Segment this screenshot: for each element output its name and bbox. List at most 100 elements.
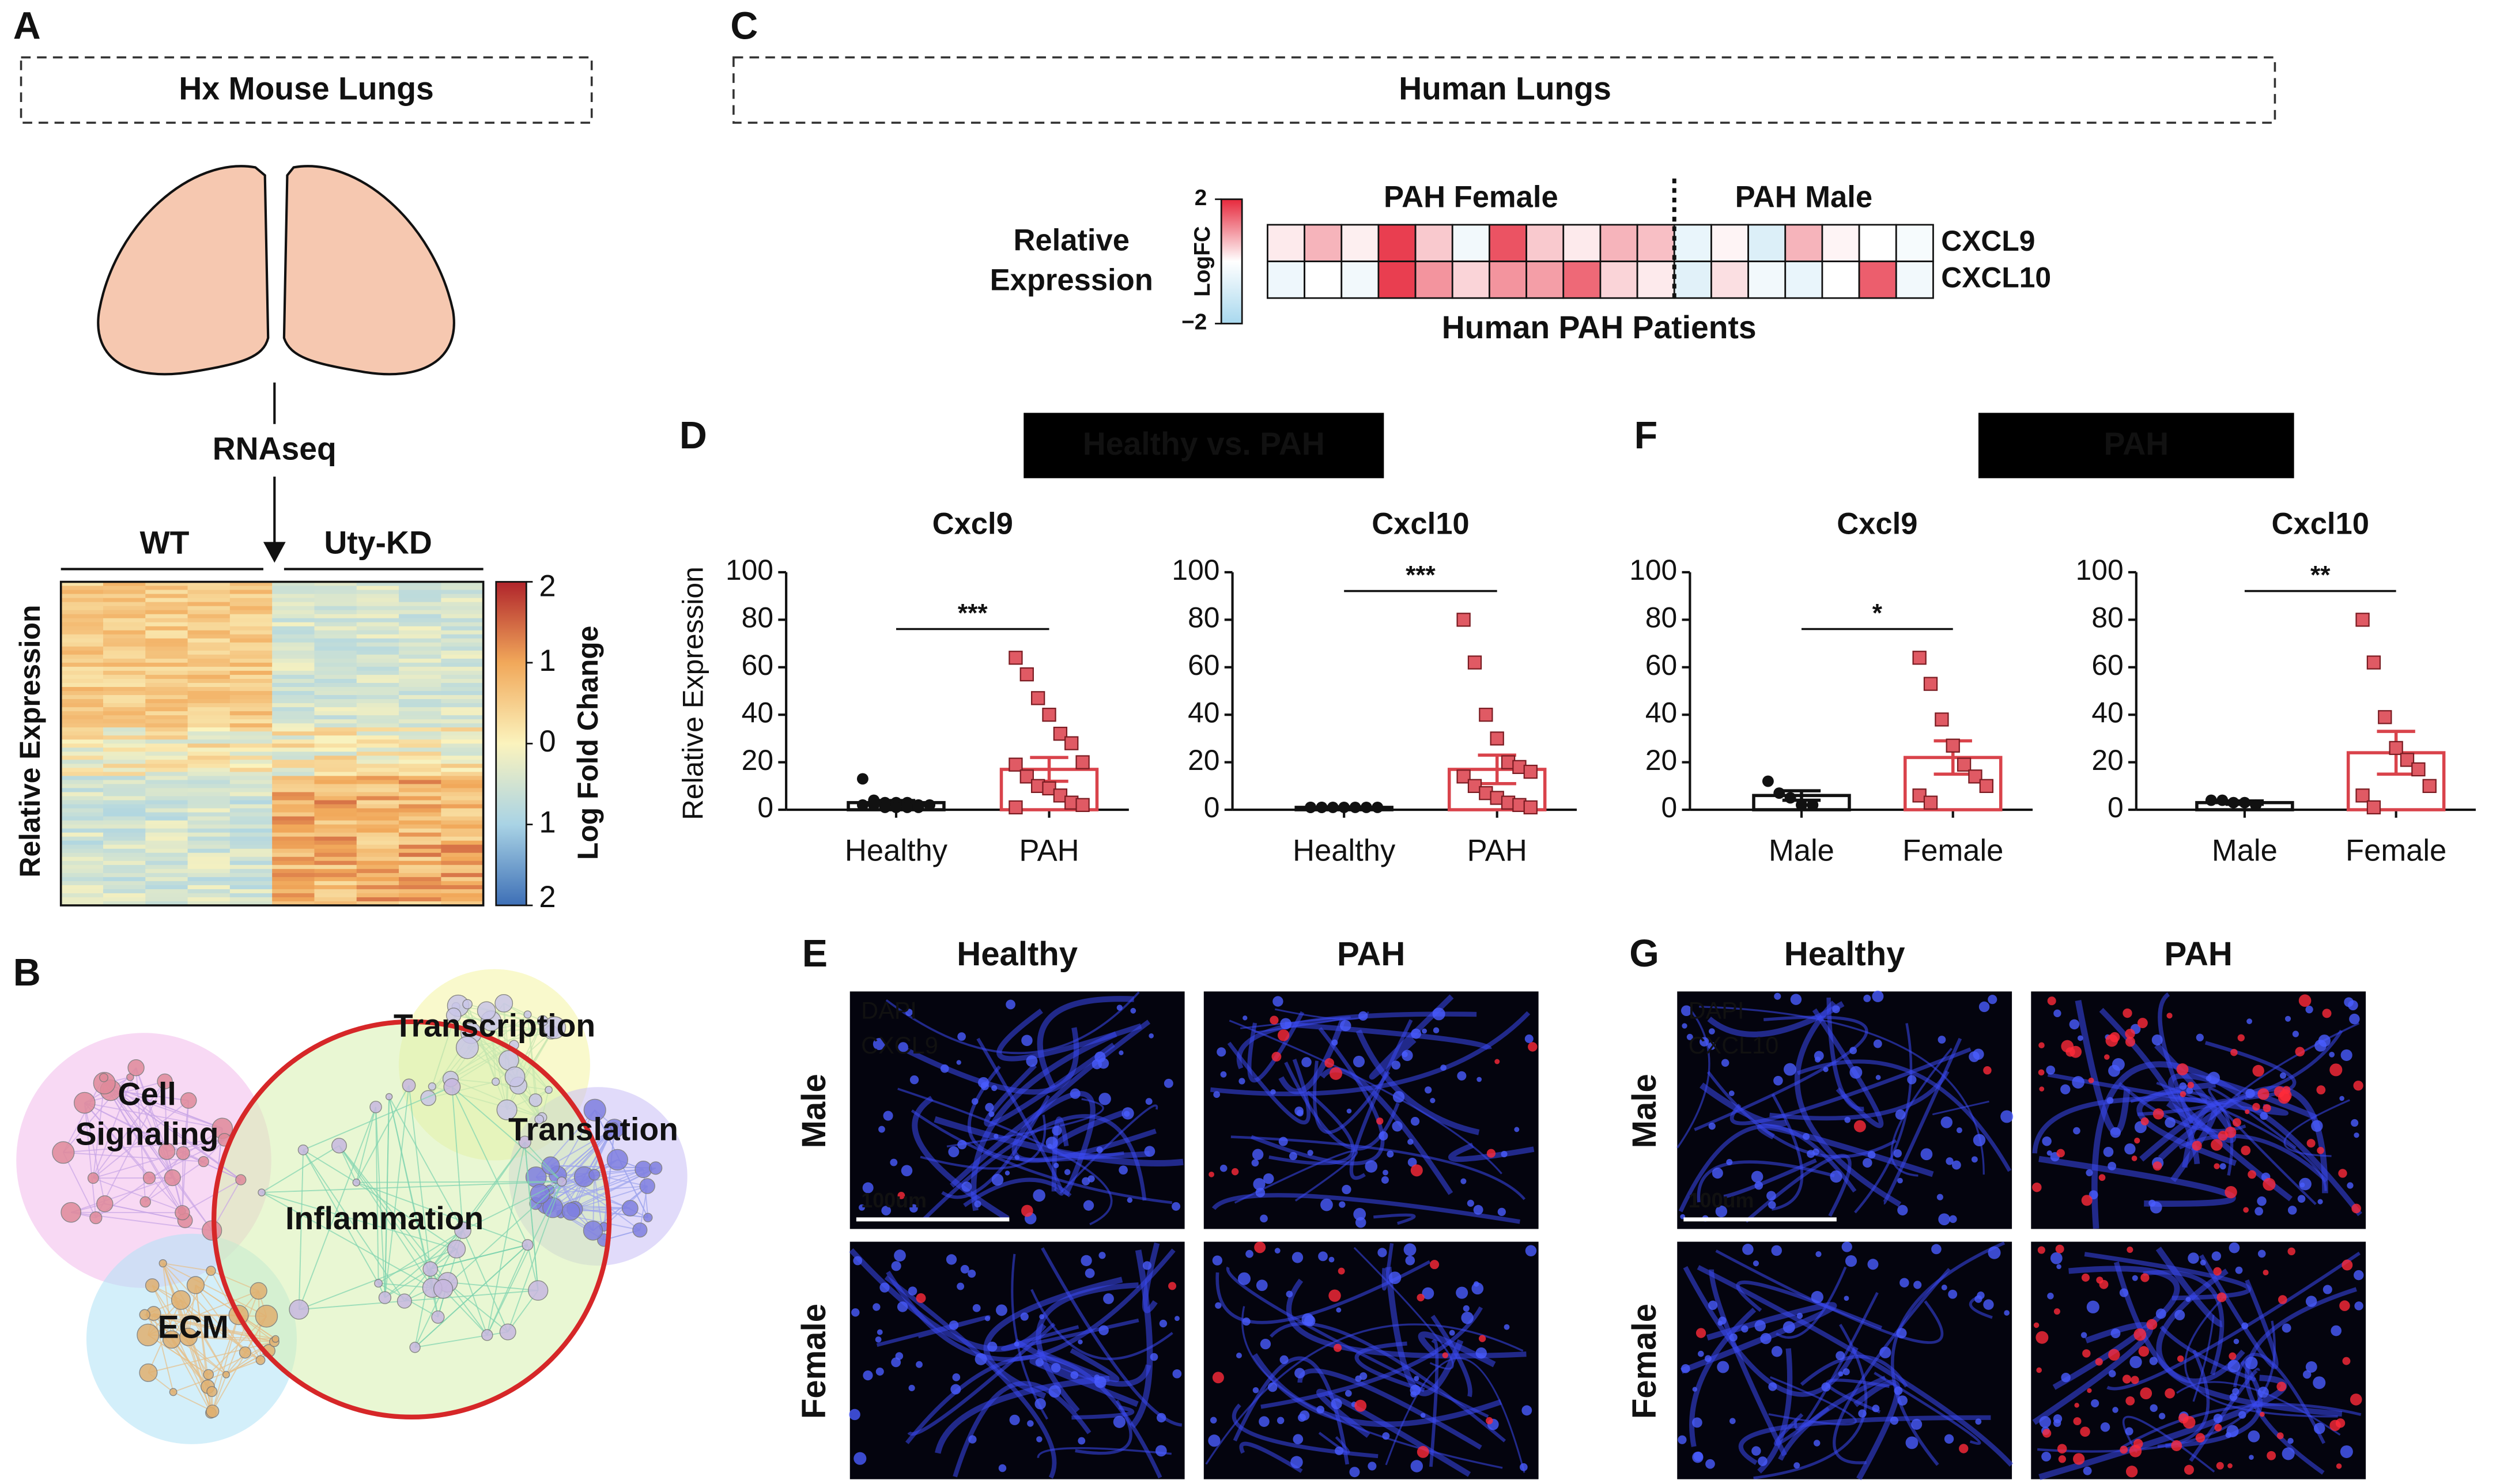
y-tick-label: 20 xyxy=(2091,744,2123,776)
heatmap-stripe xyxy=(314,901,357,906)
network-edge xyxy=(162,1263,213,1392)
heatmap-stripe xyxy=(103,715,146,720)
heatmap-stripe xyxy=(61,788,104,793)
heatmap-stripe xyxy=(103,784,146,789)
nucleus xyxy=(994,1134,999,1139)
heatmap-stripe xyxy=(103,800,146,805)
heatmap-stripe xyxy=(61,634,104,639)
tissue-fiber xyxy=(1715,1249,1944,1344)
heatmap-stripe xyxy=(272,594,315,599)
nucleus xyxy=(1379,1131,1388,1141)
heatmap-stripe xyxy=(61,590,104,595)
stain-signal xyxy=(2243,1207,2249,1213)
tissue-fiber xyxy=(1075,1399,1132,1455)
heatmap-stripe xyxy=(399,800,442,805)
heatmap-stripe xyxy=(187,820,231,825)
stain-signal xyxy=(2350,1394,2362,1406)
heatmap-stripe xyxy=(103,860,146,866)
stain-label: DAPI xyxy=(1689,996,1744,1024)
network-node xyxy=(528,1280,549,1301)
nucleus xyxy=(1951,1160,1961,1170)
nucleus xyxy=(1039,1314,1045,1320)
nucleus xyxy=(1156,1413,1166,1423)
heatmap-stripe xyxy=(356,678,399,684)
heatmap-stripe xyxy=(399,610,442,615)
nucleus xyxy=(1894,1386,1903,1395)
heatmap-stripe xyxy=(272,630,315,635)
tissue-fiber xyxy=(1284,1062,1400,1151)
heatmap-stripe xyxy=(187,828,231,833)
heatmap-stripe xyxy=(314,739,357,745)
heatmap-stripe xyxy=(314,816,357,821)
network-edge xyxy=(148,1290,259,1336)
heatmap-stripe xyxy=(441,796,484,801)
heatmap-stripe xyxy=(229,897,273,902)
heatmap-cell xyxy=(1636,224,1675,262)
tissue-fiber xyxy=(1757,1348,1793,1474)
nucleus xyxy=(908,1384,915,1392)
heatmap-stripe xyxy=(145,836,188,841)
heatmap-stripe xyxy=(145,844,188,849)
network-node xyxy=(157,1073,173,1090)
network-edge xyxy=(375,1107,379,1283)
heatmap-stripe xyxy=(61,844,104,849)
nucleus xyxy=(1301,1057,1312,1067)
heatmap-stripe xyxy=(61,776,104,781)
heatmap-cell xyxy=(1377,260,1417,299)
nucleus xyxy=(1811,1291,1823,1304)
nucleus xyxy=(2340,1445,2353,1458)
nucleus xyxy=(975,1353,987,1365)
heatmap-stripe xyxy=(61,800,104,805)
heatmap-stripe xyxy=(272,590,315,595)
heatmap-stripe xyxy=(103,772,146,777)
nucleus xyxy=(2179,1082,2187,1090)
heatmap-stripe xyxy=(229,800,273,805)
nucleus xyxy=(950,1384,961,1395)
heatmap-stripe xyxy=(399,796,442,801)
nucleus xyxy=(974,1200,981,1208)
cluster-label: Translation xyxy=(508,1111,678,1147)
heatmap-stripe xyxy=(272,776,315,781)
network-node xyxy=(499,1323,516,1340)
nucleus xyxy=(996,1304,1007,1316)
data-point xyxy=(1957,757,1972,772)
stain-signal xyxy=(2214,1163,2220,1169)
heatmap-stripe xyxy=(441,727,484,732)
network-node xyxy=(528,1093,542,1107)
heatmap-stripe xyxy=(61,881,104,886)
stain-signal xyxy=(2232,1118,2241,1127)
heatmap-stripe xyxy=(187,832,231,837)
network-node xyxy=(504,1066,526,1087)
title-box xyxy=(732,56,2276,124)
network-node xyxy=(235,1174,247,1185)
network-node xyxy=(175,1205,190,1221)
stain-signal xyxy=(2295,1047,2305,1057)
heatmap-stripe xyxy=(272,670,315,675)
tissue-fiber xyxy=(1932,1100,1989,1115)
network-edge xyxy=(95,1081,165,1218)
nucleus xyxy=(1682,1023,1687,1029)
heatmap-stripe xyxy=(229,792,273,797)
nucleus xyxy=(1475,1347,1487,1359)
heatmap-stripe xyxy=(272,856,315,862)
network-edge xyxy=(164,1081,168,1151)
stain-signal xyxy=(2287,1247,2295,1256)
heatmap-stripe xyxy=(441,864,484,870)
heatmap-stripe xyxy=(399,654,442,659)
nucleus xyxy=(1712,1168,1723,1179)
heatmap-stripe xyxy=(103,642,146,647)
heatmap-stripe xyxy=(145,776,188,781)
heatmap-stripe xyxy=(187,764,231,769)
data-point xyxy=(1316,801,1328,813)
stain-signal xyxy=(1209,1171,1215,1177)
heatmap-stripe xyxy=(229,885,273,890)
heatmap-stripe xyxy=(103,780,146,785)
network-node xyxy=(250,1282,267,1300)
heatmap-stripe xyxy=(399,808,442,813)
stain-signal xyxy=(2146,1319,2158,1330)
data-point xyxy=(1053,727,1068,741)
stain-signal xyxy=(2074,1403,2079,1408)
tissue-fiber xyxy=(920,1115,1047,1170)
network-edge xyxy=(173,1391,213,1412)
heatmap-stripe xyxy=(272,634,315,639)
